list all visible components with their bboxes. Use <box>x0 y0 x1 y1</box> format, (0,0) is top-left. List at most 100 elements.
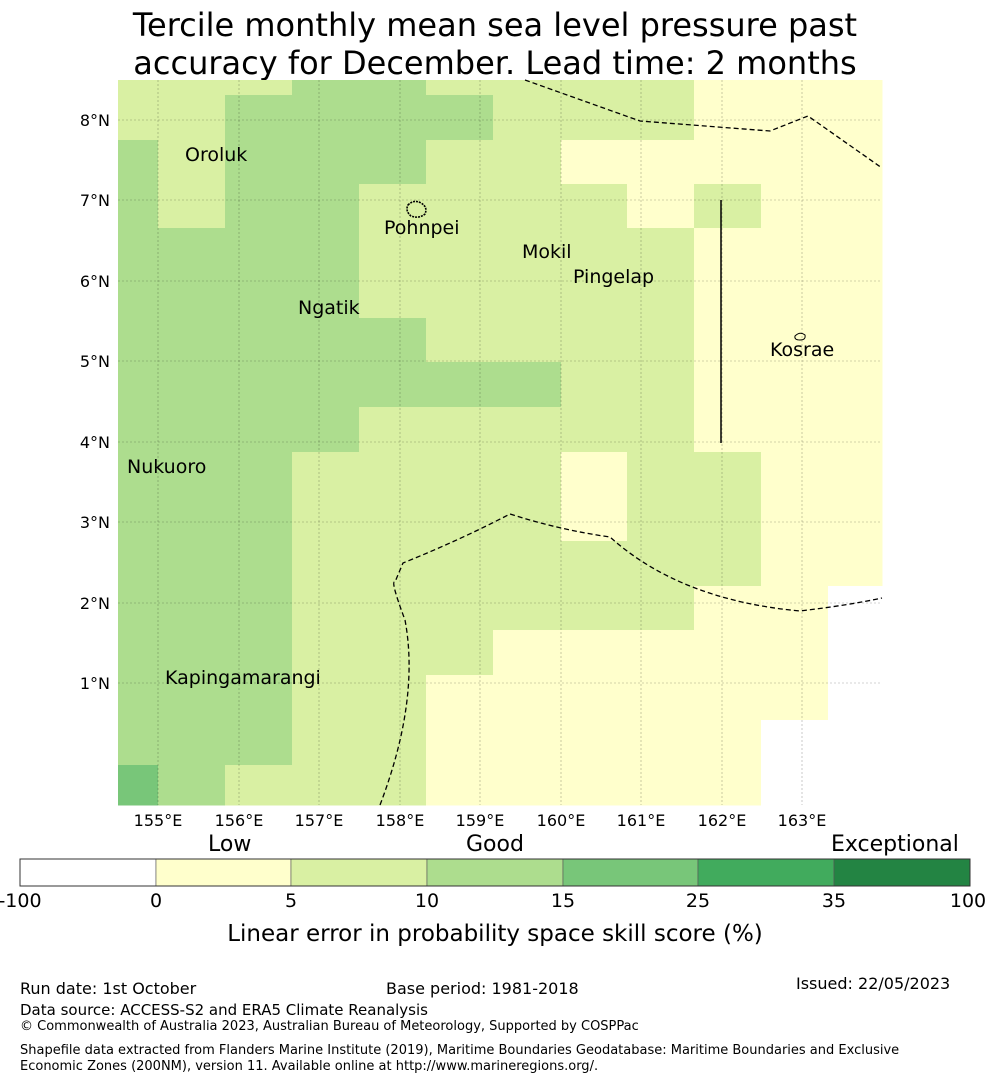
skill-cell <box>225 140 293 185</box>
skill-cell <box>694 541 762 587</box>
skill-cell <box>225 630 293 676</box>
skill-cell <box>158 497 226 542</box>
legend-category-exceptional: Exceptional <box>831 832 959 857</box>
skill-cell <box>359 362 427 408</box>
skill-cell <box>828 140 883 185</box>
skill-cell <box>761 362 829 408</box>
skill-cell <box>828 80 883 96</box>
skill-cell <box>158 362 226 408</box>
colorbar <box>19 858 971 887</box>
skill-cell <box>493 140 562 185</box>
skill-cell <box>359 318 427 363</box>
skill-cell <box>158 586 226 631</box>
skill-cell <box>359 184 427 229</box>
skill-cell <box>828 720 883 766</box>
skill-cell <box>426 273 494 319</box>
skill-cell <box>118 586 159 631</box>
skill-cell <box>118 452 159 498</box>
colorbar-frame <box>19 858 971 887</box>
skill-cell <box>627 586 695 631</box>
skill-cell <box>761 318 829 363</box>
skill-cell <box>828 407 883 453</box>
skill-cell <box>118 95 159 141</box>
place-label-pohnpei: Pohnpei <box>384 217 460 239</box>
skill-cell <box>225 452 293 498</box>
skill-cell <box>493 452 562 498</box>
skill-cell <box>225 407 293 453</box>
skill-cell <box>493 80 562 96</box>
colorbar-segment <box>426 858 564 887</box>
lat-tick: 6°N <box>80 272 110 291</box>
skill-cell <box>561 765 628 806</box>
lat-tick: 3°N <box>80 513 110 532</box>
skill-cell <box>426 184 494 229</box>
pohnpei-island-icon <box>406 200 427 218</box>
lon-tick: 162°E <box>698 811 747 830</box>
skill-cell <box>292 184 360 229</box>
skill-cell <box>828 318 883 363</box>
skill-cell <box>493 184 562 229</box>
skill-cell <box>359 586 427 631</box>
skill-cell <box>158 407 226 453</box>
skill-cell <box>426 407 494 453</box>
skill-cell <box>561 184 628 229</box>
skill-cell <box>292 630 360 676</box>
gridlines <box>118 80 882 805</box>
skill-cell <box>627 228 695 274</box>
skill-cell <box>225 362 293 408</box>
longitude-axis: 155°E 156°E 157°E 158°E 159°E 160°E 161°… <box>134 811 827 830</box>
skill-cell <box>694 630 762 676</box>
skill-cell <box>292 140 360 185</box>
skill-cell <box>292 541 360 587</box>
skill-cell <box>118 228 159 274</box>
lon-tick: 158°E <box>376 811 425 830</box>
skill-cell <box>359 273 427 319</box>
skill-cell <box>426 452 494 498</box>
skill-cell <box>561 630 628 676</box>
skill-cell <box>561 541 628 587</box>
skill-cell <box>118 720 159 766</box>
skill-cell <box>118 541 159 587</box>
lat-tick: 1°N <box>80 674 110 693</box>
skill-cell <box>694 765 762 806</box>
kosrae-island-icon <box>794 332 806 341</box>
eez-boundaries <box>379 79 883 806</box>
skill-cell <box>761 765 829 806</box>
base-period: Base period: 1981-2018 <box>386 979 579 998</box>
colorbar-tick: 15 <box>550 890 576 912</box>
skill-cell <box>694 407 762 453</box>
skill-cell <box>561 497 628 542</box>
lat-tick: 2°N <box>80 594 110 613</box>
place-label-ngatik: Ngatik <box>298 297 360 319</box>
colorbar-tick: 5 <box>284 890 298 912</box>
skill-cell <box>694 497 762 542</box>
lon-tick: 161°E <box>617 811 666 830</box>
skill-cell <box>694 80 762 96</box>
skill-cell <box>761 228 829 274</box>
colorbar-tick: 100 <box>949 890 987 912</box>
skill-cell <box>158 541 226 587</box>
place-label-nukuoro: Nukuoro <box>127 456 206 478</box>
skill-cell <box>828 452 883 498</box>
skill-cell <box>158 228 226 274</box>
skill-cell <box>493 95 562 141</box>
place-label-pingelap: Pingelap <box>573 266 654 288</box>
skill-cell <box>761 541 829 587</box>
skill-cell <box>561 80 628 96</box>
skill-cell <box>561 140 628 185</box>
skill-cell <box>359 675 427 721</box>
skill-cell <box>292 407 360 453</box>
skill-cell <box>694 140 762 185</box>
colorbar-tick: -100 <box>0 890 42 912</box>
skill-cell <box>118 675 159 721</box>
skill-cell <box>158 80 226 96</box>
skill-cell <box>627 318 695 363</box>
lon-tick: 157°E <box>295 811 344 830</box>
skill-cell <box>561 95 628 141</box>
skill-cell <box>761 273 829 319</box>
skill-cell <box>694 452 762 498</box>
skill-cell <box>292 273 360 319</box>
skill-cell <box>828 630 883 676</box>
skill-cell <box>828 184 883 229</box>
lon-tick: 155°E <box>134 811 183 830</box>
